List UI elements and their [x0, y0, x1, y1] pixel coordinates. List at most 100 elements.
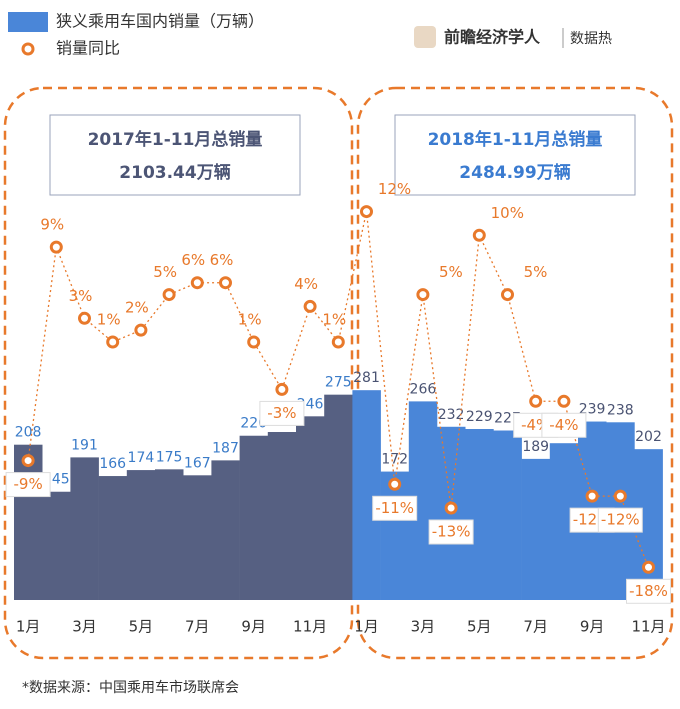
yoy-marker: [360, 205, 373, 219]
summary-title: 2017年1-11月总销量: [88, 129, 263, 150]
bar: [296, 416, 325, 600]
yoy-label: 1%: [322, 311, 346, 329]
bar-value-label: 187: [212, 440, 239, 456]
legend-label: 销量同比: [56, 39, 120, 58]
summary-total: 2484.99万辆: [459, 162, 570, 183]
x-tick-label: 1月: [354, 618, 379, 636]
bar: [126, 470, 156, 600]
yoy-marker: [275, 382, 289, 396]
bar-value-label: 266: [410, 381, 437, 397]
yoy-marker: [247, 335, 261, 349]
yoy-label: 1%: [238, 311, 262, 329]
yoy-marker: [642, 560, 655, 574]
bar: [183, 475, 212, 600]
yoy-marker: [585, 489, 599, 503]
yoy-marker: [472, 228, 486, 242]
bar: [239, 435, 269, 600]
bar-value-label: 281: [353, 370, 380, 386]
bar-value-label: 167: [184, 455, 211, 471]
x-tick-label: 11月: [293, 618, 327, 636]
x-tick-label: 1月: [16, 618, 41, 636]
yoy-label: 3%: [69, 287, 93, 305]
bar: [14, 444, 43, 600]
yoy-marker: [106, 335, 120, 349]
bar: [493, 430, 522, 600]
x-tick-label: 7月: [523, 618, 548, 636]
yoy-label-box: [428, 519, 474, 545]
yoy-label: 9%: [40, 216, 64, 234]
yoy-label: -13%: [432, 523, 471, 541]
yoy-marker: [134, 323, 148, 337]
yoy-label: -3%: [267, 404, 296, 422]
yoy-label: 6%: [210, 251, 234, 269]
yoy-marker: [219, 276, 232, 290]
bar-value-label: 202: [635, 429, 662, 445]
yoy-marker: [303, 299, 317, 313]
yoy-marker: [529, 394, 543, 408]
bar: [324, 394, 353, 600]
yoy-marker: [388, 477, 402, 491]
legend-label: 狭义乘用车国内销量（万辆）: [56, 12, 264, 31]
bar: [521, 458, 551, 600]
brand-name: 前瞻经济学人: [444, 28, 541, 47]
summary-title: 2018年1-11月总销量: [428, 129, 603, 150]
bar-value-label: 275: [325, 375, 352, 391]
yoy-label: -9%: [13, 475, 42, 493]
yoy-label: -18%: [629, 582, 668, 600]
yoy-label: 10%: [491, 204, 524, 222]
x-tick-label: 9月: [241, 618, 266, 636]
yoy-label: 2%: [125, 299, 149, 317]
bar: [98, 476, 128, 600]
bar-value-label: 208: [15, 425, 42, 441]
yoy-label: 4%: [294, 275, 318, 293]
bar: [155, 469, 184, 600]
yoy-marker: [613, 489, 627, 503]
bar-value-label: 238: [607, 402, 634, 418]
yoy-label-box: [626, 578, 671, 604]
bar-value-label: 191: [71, 437, 98, 453]
source: *数据来源：中国乘用车市场联席会: [22, 679, 239, 696]
brand-tag: 数据热: [570, 31, 612, 47]
x-tick-label: 5月: [467, 618, 492, 636]
legend-marker: [21, 42, 35, 56]
bar-value-label: 189: [522, 439, 549, 455]
x-tick-label: 11月: [631, 618, 665, 636]
yoy-label: 6%: [181, 251, 205, 269]
bar: [42, 491, 71, 600]
x-tick-label: 7月: [185, 618, 210, 636]
x-tick-label: 3月: [411, 618, 436, 636]
bar: [465, 429, 494, 600]
bar-value-label: 166: [99, 456, 126, 472]
summary-box: [49, 114, 301, 196]
panel-frame: [356, 86, 674, 660]
yoy-label: 5%: [524, 263, 548, 281]
bar-value-label: 232: [438, 407, 465, 423]
brand-logo: [414, 26, 436, 48]
yoy-label-box: [259, 400, 305, 426]
x-tick-label: 5月: [129, 618, 154, 636]
bar: [267, 432, 297, 600]
x-tick-label: 3月: [72, 618, 97, 636]
yoy-marker: [331, 335, 345, 349]
yoy-label: -12%: [601, 511, 640, 529]
yoy-marker: [190, 276, 204, 290]
yoy-label: -11%: [375, 499, 414, 517]
yoy-label: 1%: [97, 311, 121, 329]
yoy-label-box: [5, 472, 51, 498]
panel-frame: [3, 86, 354, 660]
yoy-label: 5%: [439, 263, 463, 281]
yoy-marker: [78, 311, 91, 325]
x-tick-label: 9月: [580, 618, 605, 636]
yoy-marker: [501, 288, 514, 302]
yoy-label: 5%: [153, 263, 177, 281]
summary-total: 2103.44万辆: [119, 162, 230, 183]
legend-swatch: [8, 12, 48, 32]
yoy-line: [27, 211, 650, 568]
bar: [211, 460, 240, 600]
yoy-marker: [416, 288, 430, 302]
yoy-marker: [444, 501, 458, 515]
yoy-label: 12%: [378, 180, 411, 198]
bar-value-label: 174: [128, 450, 155, 466]
bar-value-label: 229: [466, 409, 493, 425]
